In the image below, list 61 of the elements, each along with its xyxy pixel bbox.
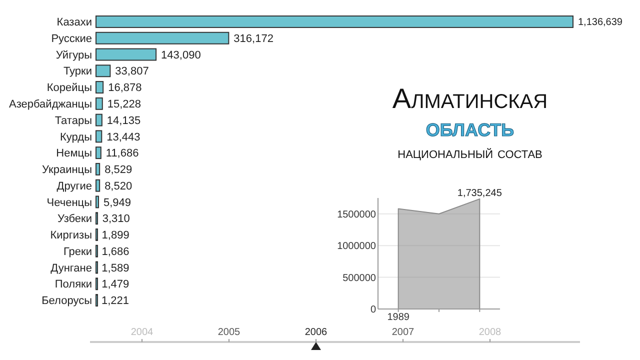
data-label: 1,589 <box>102 262 130 274</box>
bar <box>96 32 230 44</box>
bar <box>96 196 99 208</box>
bar <box>96 179 100 192</box>
bar <box>96 130 102 143</box>
y-tick-label: 1500000 <box>337 209 376 220</box>
bar <box>96 114 102 126</box>
y-tick-label: Узбеки <box>57 213 92 226</box>
y-tick-label: Греки <box>63 246 92 258</box>
data-label: 14,135 <box>106 114 141 127</box>
data-label: 1,136,639 <box>578 17 623 28</box>
y-tick-label: Казахи <box>56 16 92 29</box>
data-label: 1,735,245 <box>457 188 502 199</box>
data-label: 1,686 <box>102 246 130 258</box>
y-tick-label: Дунгане <box>50 262 92 274</box>
y-tick-label: Уйгуры <box>56 49 92 62</box>
text: 2006 <box>304 327 328 338</box>
text: 2004 <box>130 327 154 338</box>
y-tick-label: Белорусы <box>42 295 92 308</box>
data-label: 33,807 <box>115 66 149 78</box>
data-label: 143,090 <box>161 49 201 62</box>
text: национальный состав <box>398 145 542 162</box>
data-label: 8,529 <box>104 164 132 176</box>
bar <box>96 16 574 28</box>
bar <box>96 146 102 160</box>
y-tick-label: Поляки <box>54 278 92 291</box>
data-label: 1,899 <box>102 230 130 242</box>
data-label: 3,310 <box>102 213 130 226</box>
text: 2005 <box>218 327 241 338</box>
data-label: 16,878 <box>108 82 142 94</box>
bar <box>96 64 111 78</box>
y-tick-label: Русские <box>51 32 92 45</box>
data-label: 1,221 <box>102 295 130 308</box>
bar <box>96 81 104 94</box>
y-tick-label: 0 <box>370 304 376 316</box>
x-tick-label: 1989 <box>387 312 410 323</box>
data-label: 1,479 <box>102 278 130 291</box>
bar <box>96 48 157 61</box>
text: Алматинская область <box>392 83 548 142</box>
y-tick-label: Немцы <box>56 148 92 160</box>
y-tick-label: Чеченцы <box>46 196 92 209</box>
y-tick-label: 500000 <box>342 272 376 284</box>
bar <box>96 162 100 176</box>
bar <box>96 97 103 110</box>
y-tick-label: Киргизы <box>50 230 92 242</box>
y-tick-label: Корейцы <box>46 82 92 94</box>
y-tick-label: Украинцы <box>42 164 92 176</box>
data-label: 8,520 <box>104 180 132 192</box>
data-label: 15,228 <box>107 98 142 111</box>
data-label: 316,172 <box>234 32 274 45</box>
y-tick-label: Другие <box>56 180 92 192</box>
y-tick-label: Азербайджанцы <box>9 98 92 111</box>
y-tick-label: Татары <box>54 114 92 127</box>
data-label: 11,686 <box>106 148 139 160</box>
text: 2007 <box>392 327 415 338</box>
data-label: 5,949 <box>103 196 132 209</box>
y-tick-label: Турки <box>63 66 92 78</box>
data-label: 13,443 <box>106 131 140 144</box>
y-tick-label: 1000000 <box>337 241 376 252</box>
text: 2008 <box>478 327 502 338</box>
y-tick-label: Курды <box>60 131 92 144</box>
